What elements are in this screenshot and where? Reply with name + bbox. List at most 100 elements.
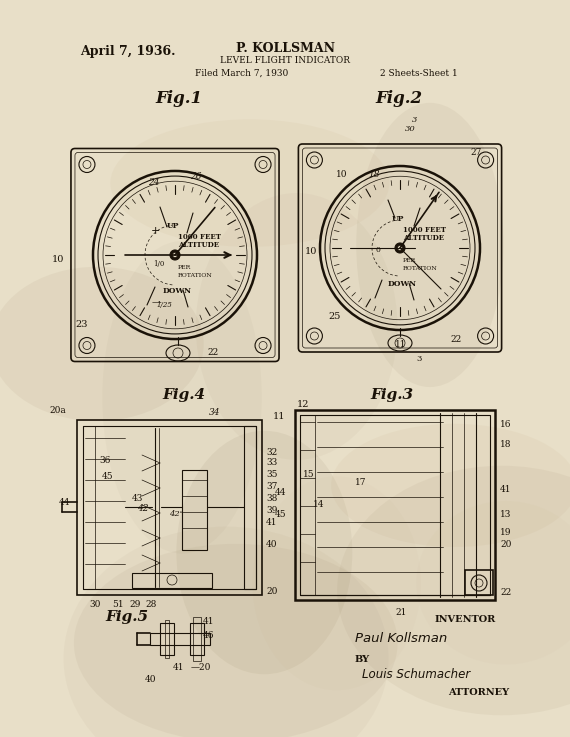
Text: 10: 10: [305, 247, 317, 256]
Text: DOWN: DOWN: [388, 280, 417, 288]
Circle shape: [395, 243, 405, 253]
Text: Fig.2: Fig.2: [375, 90, 422, 107]
Text: 17: 17: [355, 478, 367, 487]
Bar: [244, 426, 256, 589]
Text: BY: BY: [355, 655, 370, 664]
Text: 0: 0: [375, 246, 380, 254]
Text: 39: 39: [266, 506, 278, 515]
Text: 45: 45: [102, 472, 113, 481]
Bar: [190, 623, 204, 655]
Ellipse shape: [337, 466, 570, 716]
Ellipse shape: [356, 103, 504, 387]
Text: 41: 41: [500, 485, 511, 494]
Text: 26: 26: [190, 172, 202, 181]
Bar: [132, 573, 212, 588]
Text: 36: 36: [99, 456, 111, 465]
Text: 22: 22: [500, 588, 511, 597]
Text: 35: 35: [266, 470, 278, 479]
Text: 45: 45: [275, 510, 287, 519]
Text: 38: 38: [266, 494, 278, 503]
Text: 14: 14: [313, 500, 324, 509]
Text: PER: PER: [178, 265, 192, 270]
Text: 34: 34: [209, 408, 221, 417]
Text: 46: 46: [203, 631, 214, 640]
Text: +: +: [150, 226, 160, 236]
Text: 43: 43: [132, 494, 144, 503]
Text: Fig.3: Fig.3: [370, 388, 413, 402]
Text: ROTATION: ROTATION: [403, 266, 438, 271]
Text: 23: 23: [75, 320, 88, 329]
Text: 21: 21: [395, 608, 406, 617]
Text: —20: —20: [191, 663, 211, 672]
Text: 18: 18: [368, 170, 380, 179]
Circle shape: [170, 250, 180, 260]
Text: Louis Schumacher: Louis Schumacher: [362, 668, 470, 681]
Text: 44: 44: [59, 498, 71, 507]
Text: INVENTOR: INVENTOR: [435, 615, 496, 624]
Ellipse shape: [176, 431, 352, 674]
Text: 44: 44: [275, 488, 287, 497]
Text: 40: 40: [266, 540, 278, 549]
Text: 20: 20: [500, 540, 511, 549]
Text: 3: 3: [412, 116, 417, 124]
Text: 41: 41: [173, 663, 185, 672]
Text: 3: 3: [416, 355, 421, 363]
Text: 30: 30: [89, 600, 100, 609]
Bar: [295, 410, 495, 600]
Text: Fig.5: Fig.5: [105, 610, 148, 624]
Text: 29: 29: [129, 600, 140, 609]
Text: 16: 16: [500, 420, 511, 429]
Bar: [160, 623, 174, 655]
Circle shape: [173, 253, 177, 257]
Text: 11: 11: [395, 340, 406, 349]
Bar: [300, 415, 490, 595]
Text: 1/0: 1/0: [153, 260, 164, 268]
Text: 40: 40: [145, 675, 157, 684]
Ellipse shape: [331, 424, 570, 547]
Text: Fig.4: Fig.4: [162, 388, 205, 402]
Text: UP: UP: [167, 222, 180, 230]
Text: 10: 10: [336, 170, 348, 179]
Text: ROTATION: ROTATION: [178, 273, 213, 278]
Text: 41: 41: [266, 518, 278, 527]
Text: PER: PER: [403, 258, 416, 263]
Text: 41: 41: [203, 617, 214, 626]
Circle shape: [397, 245, 402, 251]
Text: April 7, 1936.: April 7, 1936.: [80, 45, 176, 58]
Bar: [182, 470, 207, 550]
Text: 10: 10: [52, 255, 64, 264]
Bar: [77, 420, 262, 595]
Text: 2 Sheets-Sheet 1: 2 Sheets-Sheet 1: [380, 69, 458, 78]
Text: 19: 19: [500, 528, 511, 537]
Bar: [193, 617, 201, 661]
Text: 18: 18: [500, 440, 511, 449]
Text: ALTITUDE: ALTITUDE: [403, 234, 444, 242]
Text: 42ᵃ: 42ᵃ: [169, 510, 183, 518]
Text: 27: 27: [470, 148, 482, 157]
Text: LEVEL FLIGHT INDICATOR: LEVEL FLIGHT INDICATOR: [220, 56, 350, 65]
Text: P. KOLLSMAN: P. KOLLSMAN: [235, 42, 335, 55]
Text: 33: 33: [266, 458, 277, 467]
Text: Fig.1: Fig.1: [155, 90, 202, 107]
Text: —: —: [152, 298, 162, 307]
Text: 15: 15: [303, 470, 315, 479]
Ellipse shape: [111, 119, 389, 247]
Text: 32: 32: [266, 448, 277, 457]
Text: 28: 28: [145, 600, 156, 609]
Text: 11: 11: [273, 412, 286, 421]
Text: 51: 51: [112, 600, 124, 609]
Text: UP: UP: [392, 215, 405, 223]
Text: ALTITUDE: ALTITUDE: [178, 241, 219, 249]
Bar: [300, 415, 315, 595]
Bar: [150, 633, 210, 645]
Bar: [465, 570, 493, 595]
Text: Filed March 7, 1930: Filed March 7, 1930: [195, 69, 288, 78]
Text: Paul Kollsman: Paul Kollsman: [355, 632, 447, 645]
Text: 1/25: 1/25: [157, 301, 173, 309]
Bar: [83, 426, 95, 589]
Text: 20a: 20a: [49, 406, 66, 415]
Bar: [165, 620, 169, 658]
Text: 13: 13: [500, 510, 511, 519]
Text: 22: 22: [450, 335, 461, 344]
Text: 1000 FEET: 1000 FEET: [403, 226, 446, 234]
